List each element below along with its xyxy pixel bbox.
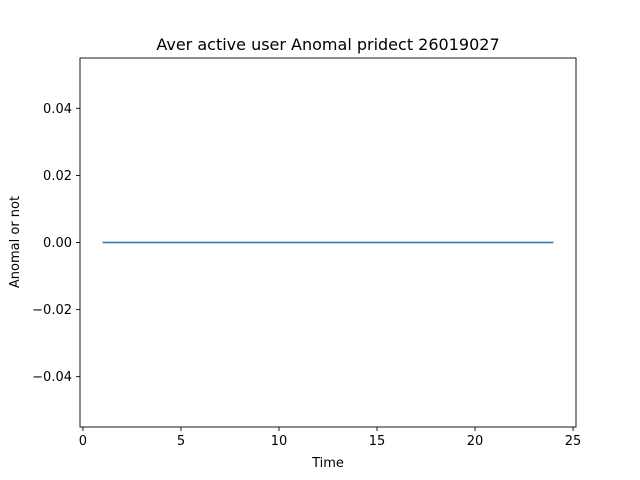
x-tick-label: 5: [177, 434, 185, 449]
y-axis-ticks: −0.04 −0.02 0.00 0.02 0.04: [32, 102, 80, 385]
y-tick-label: 0.02: [43, 169, 72, 184]
x-tick-label: 10: [271, 434, 288, 449]
y-tick-label: 0.04: [43, 102, 72, 117]
x-axis-ticks: 0 5 10 15 20 25: [79, 427, 582, 449]
x-tick-label: 25: [565, 434, 582, 449]
y-axis-label: Anomal or not: [8, 196, 23, 288]
x-tick-label: 20: [467, 434, 484, 449]
x-tick-label: 15: [369, 434, 386, 449]
y-tick-label: 0.00: [43, 236, 72, 251]
y-tick-label: −0.04: [32, 370, 72, 385]
chart-title: Aver active user Anomal pridect 26019027: [156, 35, 499, 54]
y-tick-label: −0.02: [32, 303, 72, 318]
x-axis-label: Time: [311, 456, 344, 471]
x-tick-label: 0: [79, 434, 87, 449]
